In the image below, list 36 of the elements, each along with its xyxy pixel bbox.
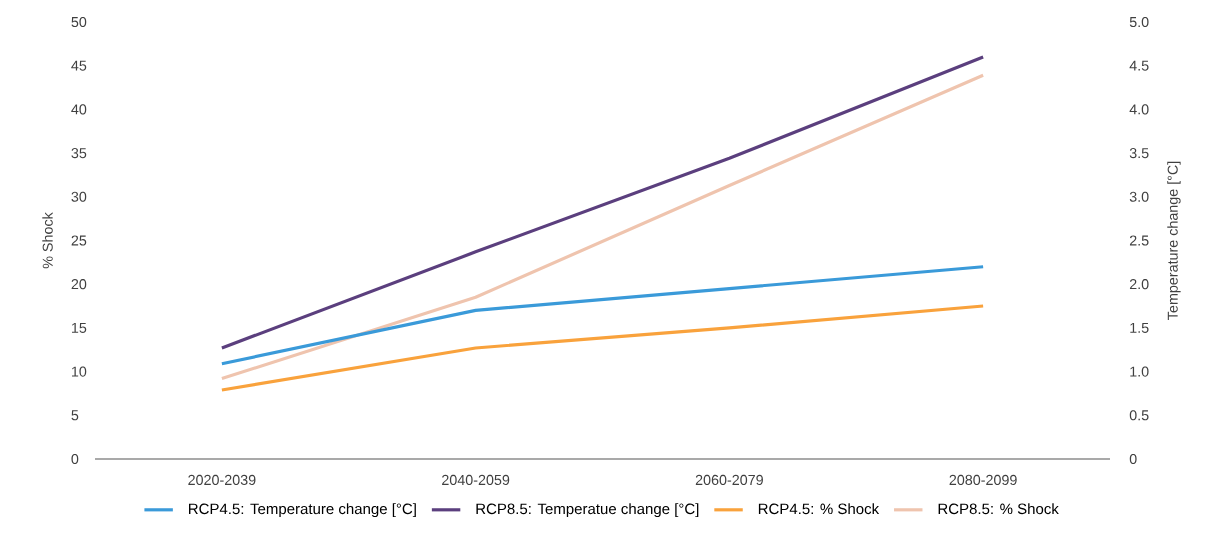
- y-tick-label: 45: [71, 60, 87, 71]
- line-series: [220, 304, 985, 392]
- y-tick-label: 25: [71, 235, 87, 246]
- legend-label: RCP4.5: Temperature change [°C]: [189, 503, 416, 518]
- line-series: [220, 265, 985, 366]
- y2-tick-label: 3.5: [1129, 148, 1149, 159]
- y2-tick-label: 1.0: [1130, 366, 1149, 377]
- y-tick-label: 40: [71, 104, 87, 115]
- x-tick-label: 2080-2099: [949, 474, 1017, 486]
- y2-tick-label: 1.5: [1130, 322, 1149, 333]
- x-tick-label: 2060-2079: [695, 474, 763, 486]
- line-series: [220, 73, 985, 381]
- y-tick-label: 5: [71, 410, 79, 421]
- y-tick-label: 10: [72, 366, 87, 377]
- y2-tick-label: 3.0: [1129, 191, 1149, 202]
- legend-label: RCP4.5: % Shock: [758, 503, 880, 515]
- legend-label: RCP8.5: Temperatue change [°C]: [476, 503, 699, 518]
- y2-axis-title: Temperature change [°C]: [1167, 161, 1181, 320]
- y-tick-label: 30: [71, 191, 87, 202]
- y-tick-label: 20: [71, 279, 87, 290]
- y2-tick-label: 0.5: [1129, 410, 1149, 421]
- y2-tick-label: 4.5: [1129, 60, 1149, 71]
- line-series: [220, 55, 985, 350]
- y2-tick-label: 0: [1129, 453, 1137, 465]
- y-tick-label: 0: [71, 453, 79, 465]
- x-tick-label: 2020-2039: [188, 474, 256, 486]
- y2-tick-label: 2.0: [1129, 279, 1149, 290]
- y-tick-label: 35: [71, 148, 87, 159]
- y2-tick-label: 2.5: [1129, 235, 1149, 246]
- y2-tick-label: 5.0: [1129, 16, 1149, 28]
- legend-label: RCP8.5: % Shock: [938, 503, 1059, 515]
- y-axis-title: % Shock: [42, 212, 53, 269]
- y-tick-label: 50: [71, 16, 87, 28]
- y2-tick-label: 4.0: [1129, 104, 1149, 115]
- x-tick-label: 2040-2059: [442, 474, 510, 486]
- y-tick-label: 15: [72, 322, 87, 333]
